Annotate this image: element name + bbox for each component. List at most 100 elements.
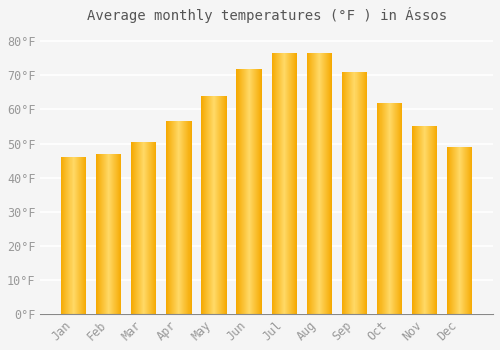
Bar [348,72,349,314]
Bar [204,96,205,314]
Bar [153,142,154,314]
Bar [450,147,451,314]
Bar [344,72,345,314]
Bar [432,126,433,314]
Bar [357,72,358,314]
Bar [247,69,248,314]
Bar [82,157,83,314]
Bar [386,103,387,314]
Bar [61,157,62,314]
Bar [363,72,364,314]
Bar [255,69,256,314]
Bar [205,96,206,314]
Bar [111,154,112,314]
Bar [104,154,105,314]
Bar [191,121,192,314]
Bar [222,96,223,314]
Bar [101,154,102,314]
Bar [323,53,324,314]
Bar [309,53,310,314]
Bar [176,121,177,314]
Bar [391,103,392,314]
Bar [398,103,399,314]
Bar [329,53,330,314]
Bar [306,53,307,314]
Bar [218,96,219,314]
Bar [384,103,385,314]
Bar [225,96,226,314]
Bar [454,147,455,314]
Bar [400,103,401,314]
Bar [354,72,355,314]
Bar [342,72,343,314]
Bar [141,142,142,314]
Bar [421,126,422,314]
Bar [113,154,114,314]
Bar [139,142,140,314]
Bar [461,147,462,314]
Bar [105,154,106,314]
Bar [330,53,331,314]
Bar [350,72,351,314]
Bar [273,53,274,314]
Bar [239,69,240,314]
Bar [448,147,449,314]
Bar [452,147,453,314]
Bar [181,121,182,314]
Bar [456,147,457,314]
Bar [108,154,109,314]
Bar [326,53,327,314]
Bar [314,53,315,314]
Bar [453,147,454,314]
Bar [364,72,365,314]
Bar [466,147,467,314]
Bar [396,103,397,314]
Bar [436,126,437,314]
Bar [133,142,134,314]
Bar [428,126,429,314]
Bar [246,69,247,314]
Bar [327,53,328,314]
Bar [433,126,434,314]
Bar [426,126,427,314]
Bar [460,147,461,314]
Bar [68,157,69,314]
Bar [70,157,71,314]
Bar [380,103,381,314]
Bar [462,147,463,314]
Bar [296,53,297,314]
Bar [317,53,318,314]
Bar [76,157,77,314]
Bar [311,53,312,314]
Bar [243,69,244,314]
Bar [425,126,426,314]
Bar [395,103,396,314]
Bar [142,142,143,314]
Bar [381,103,382,314]
Bar [274,53,275,314]
Bar [106,154,107,314]
Bar [71,157,72,314]
Bar [149,142,150,314]
Bar [382,103,383,314]
Bar [244,69,245,314]
Bar [174,121,175,314]
Bar [150,142,151,314]
Bar [220,96,221,314]
Bar [315,53,316,314]
Bar [362,72,363,314]
Bar [178,121,179,314]
Bar [451,147,452,314]
Bar [63,157,64,314]
Bar [388,103,389,314]
Bar [170,121,171,314]
Bar [272,53,273,314]
Bar [98,154,99,314]
Bar [280,53,281,314]
Bar [148,142,149,314]
Bar [146,142,147,314]
Bar [418,126,419,314]
Bar [308,53,309,314]
Bar [469,147,470,314]
Bar [366,72,367,314]
